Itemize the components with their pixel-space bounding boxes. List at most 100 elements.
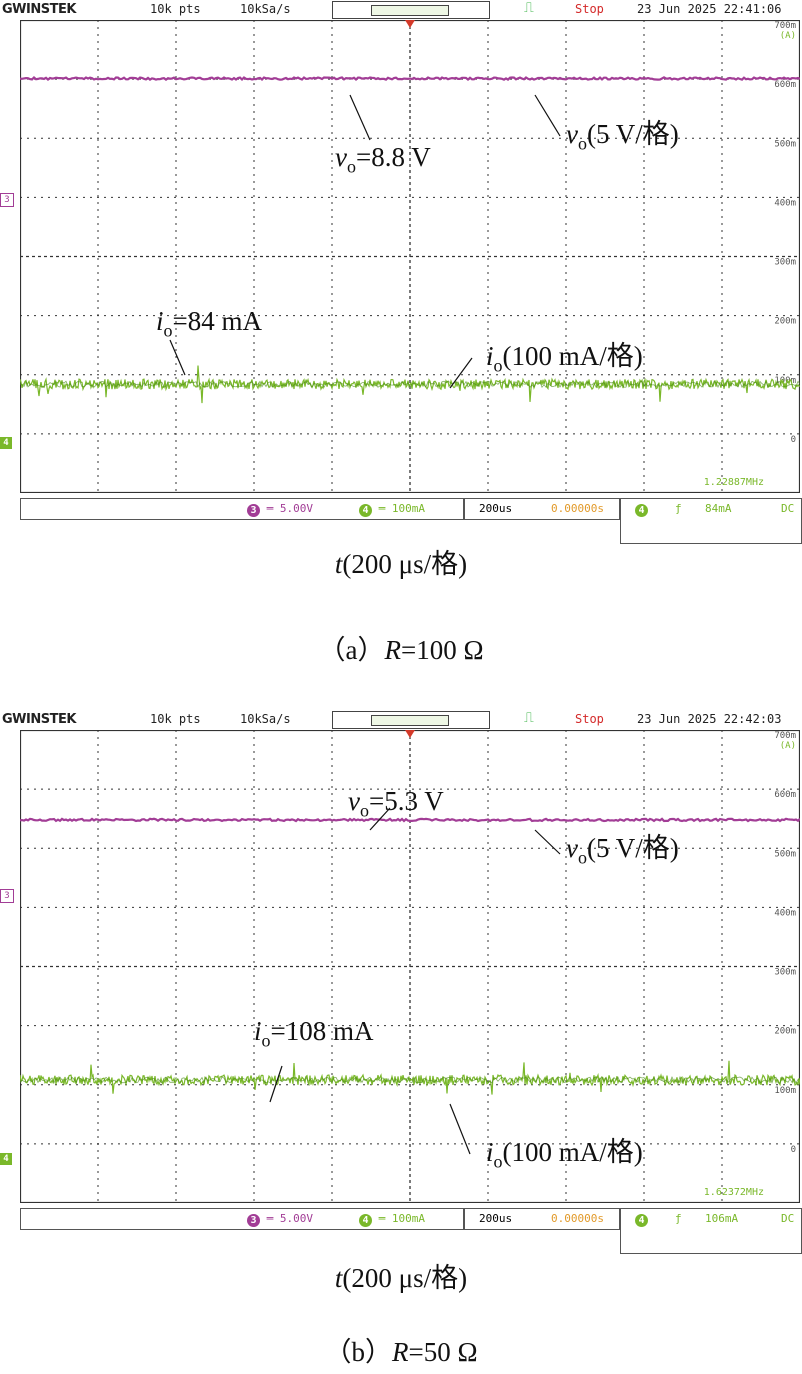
vo-scale-annotation: vo(5 V/格) [566,119,679,154]
io-trace-core [20,1075,800,1084]
caption-b: （b）R=50 Ω [324,1337,478,1367]
annotation-leader-line [534,94,561,137]
vo-value-annotation: vo=5.3 V [348,786,444,821]
right-axis-tick-label: 400m [774,908,796,918]
channel-scale-box: 3 ═ 5.00V 4 ═ 100mA [20,1208,464,1230]
annotation-leader-line [449,357,473,389]
annotation-leader-line [369,807,391,831]
annotation-leader-line [269,1065,283,1103]
vo-trace [20,817,800,823]
x-axis-label: t(200 μs/格) [334,1263,468,1293]
ch4-ground-marker: 4 [0,1153,12,1165]
right-axis-tick-label: 700m [774,731,796,741]
ch4-badge: 4 [359,1214,372,1227]
annotation-leader-line [169,339,186,376]
scope-screen: 700m 600m 500m 400m 300m 200m 100m 0 (A) 1.62372M… [20,730,800,1203]
run-status: Stop [575,2,604,16]
scope-header: GWINSTEK 10k pts 10kSa/s ⎍ Stop 23 Jun 2… [0,0,802,20]
ch3-scale: 5.00V [279,1212,313,1225]
ch4-ground-marker: 4 [0,437,12,449]
scope-footer: 3 ═ 5.00V 4 ═ 100mA 200us 0.00000s 4 ƒ 1… [20,1208,802,1256]
io-trace [20,365,800,404]
right-axis-tick-label: 700m [774,21,796,31]
annotation-leader-line [534,829,561,855]
scope-footer: 3 ═ 5.00V 4 ═ 100mA 200us 0.00000s 4 ƒ 8… [20,498,802,546]
sample-rate: 10kSa/s [240,712,291,726]
ch3-ground-marker: 3 [0,193,14,207]
time-offset: 0.00000s [551,1212,604,1225]
right-axis-tick-label: 0 [791,1145,796,1155]
meas-value: 84mA [705,502,732,515]
scope-header: GWINSTEK 10k pts 10kSa/s ⎍ Stop 23 Jun 2… [0,710,802,730]
brand-logo: GWINSTEK [2,2,76,17]
ch4-badge: 4 [359,504,372,517]
vo-trace [20,76,800,82]
vo-value-annotation: vo=8.8 V [335,142,431,177]
ch4-scale: 100mA [391,502,425,515]
record-length: 10k pts [150,712,201,726]
right-axis-tick-label: 100m [774,1086,796,1096]
memory-bar [332,711,490,729]
trigger-position-marker [405,730,415,738]
right-axis-unit: (A) [780,741,796,751]
right-axis-tick-label: 300m [774,258,796,268]
run-status: Stop [575,712,604,726]
io-trace-core [20,380,800,389]
right-axis-tick-label: 600m [774,80,796,90]
io-scale-annotation: io(100 mA/格) [486,1137,643,1172]
right-axis-tick-label: 600m [774,790,796,800]
right-axis-tick-label: 200m [774,317,796,327]
frequency-icon: ƒ [675,1212,682,1225]
trigger-edge-icon: ⎍ [524,710,534,726]
memory-window [371,715,449,726]
scope-screen: 700m 600m 500m 400m 300m 200m 100m 0 (A) 1.22887M… [20,20,800,493]
trigger-position-marker [405,20,415,28]
right-axis-tick-label: 0 [791,435,796,445]
right-axis-tick-label: 100m [774,376,796,386]
x-axis-label: t(200 μs/格) [334,549,468,579]
coupling: DC [781,502,795,515]
sample-rate: 10kSa/s [240,2,291,16]
annotation-leader-line [449,1103,471,1155]
frequency-icon: ƒ [675,502,682,515]
timebase-box: 200us 0.00000s [464,498,620,520]
meas-channel-badge: 4 [635,504,648,517]
ch3-badge: 3 [247,504,260,517]
record-length: 10k pts [150,2,201,16]
right-axis-tick-label: 300m [774,968,796,978]
right-axis-tick-label: 200m [774,1027,796,1037]
right-axis-tick-label: 500m [774,849,796,859]
measurement-box: 4 ƒ 84mA DC [620,498,802,544]
caption-a: （a）R=100 Ω [318,635,484,665]
coupling: DC [781,1212,795,1225]
timebase: 200us [479,502,513,515]
timebase-box: 200us 0.00000s [464,1208,620,1230]
ch3-badge: 3 [247,1214,260,1227]
ch4-scale: 100mA [391,1212,425,1225]
frequency-readout: 1.22887MHz [704,477,764,488]
right-axis-unit: (A) [780,31,796,41]
io-scale-annotation: io(100 mA/格) [486,341,643,376]
memory-window [371,5,449,16]
meas-channel-badge: 4 [635,1214,648,1227]
meas-value: 106mA [705,1212,739,1225]
annotation-leader-line [349,94,371,141]
datetime: 23 Jun 2025 22:42:03 [637,712,782,726]
time-offset: 0.00000s [551,502,604,515]
io-value-annotation: io=84 mA [156,306,262,341]
datetime: 23 Jun 2025 22:41:06 [637,2,782,16]
right-axis-tick-label: 500m [774,139,796,149]
measurement-box: 4 ƒ 106mA DC [620,1208,802,1254]
channel-scale-box: 3 ═ 5.00V 4 ═ 100mA [20,498,464,520]
ch3-scale: 5.00V [279,502,313,515]
right-axis-tick-label: 400m [774,198,796,208]
memory-bar [332,1,490,19]
ch3-ground-marker: 3 [0,889,14,903]
brand-logo: GWINSTEK [2,712,76,727]
frequency-readout: 1.62372MHz [704,1187,764,1198]
io-value-annotation: io=108 mA [254,1016,374,1051]
trigger-edge-icon: ⎍ [524,0,534,16]
timebase: 200us [479,1212,513,1225]
vo-scale-annotation: vo(5 V/格) [566,833,679,868]
io-trace [20,1060,800,1095]
